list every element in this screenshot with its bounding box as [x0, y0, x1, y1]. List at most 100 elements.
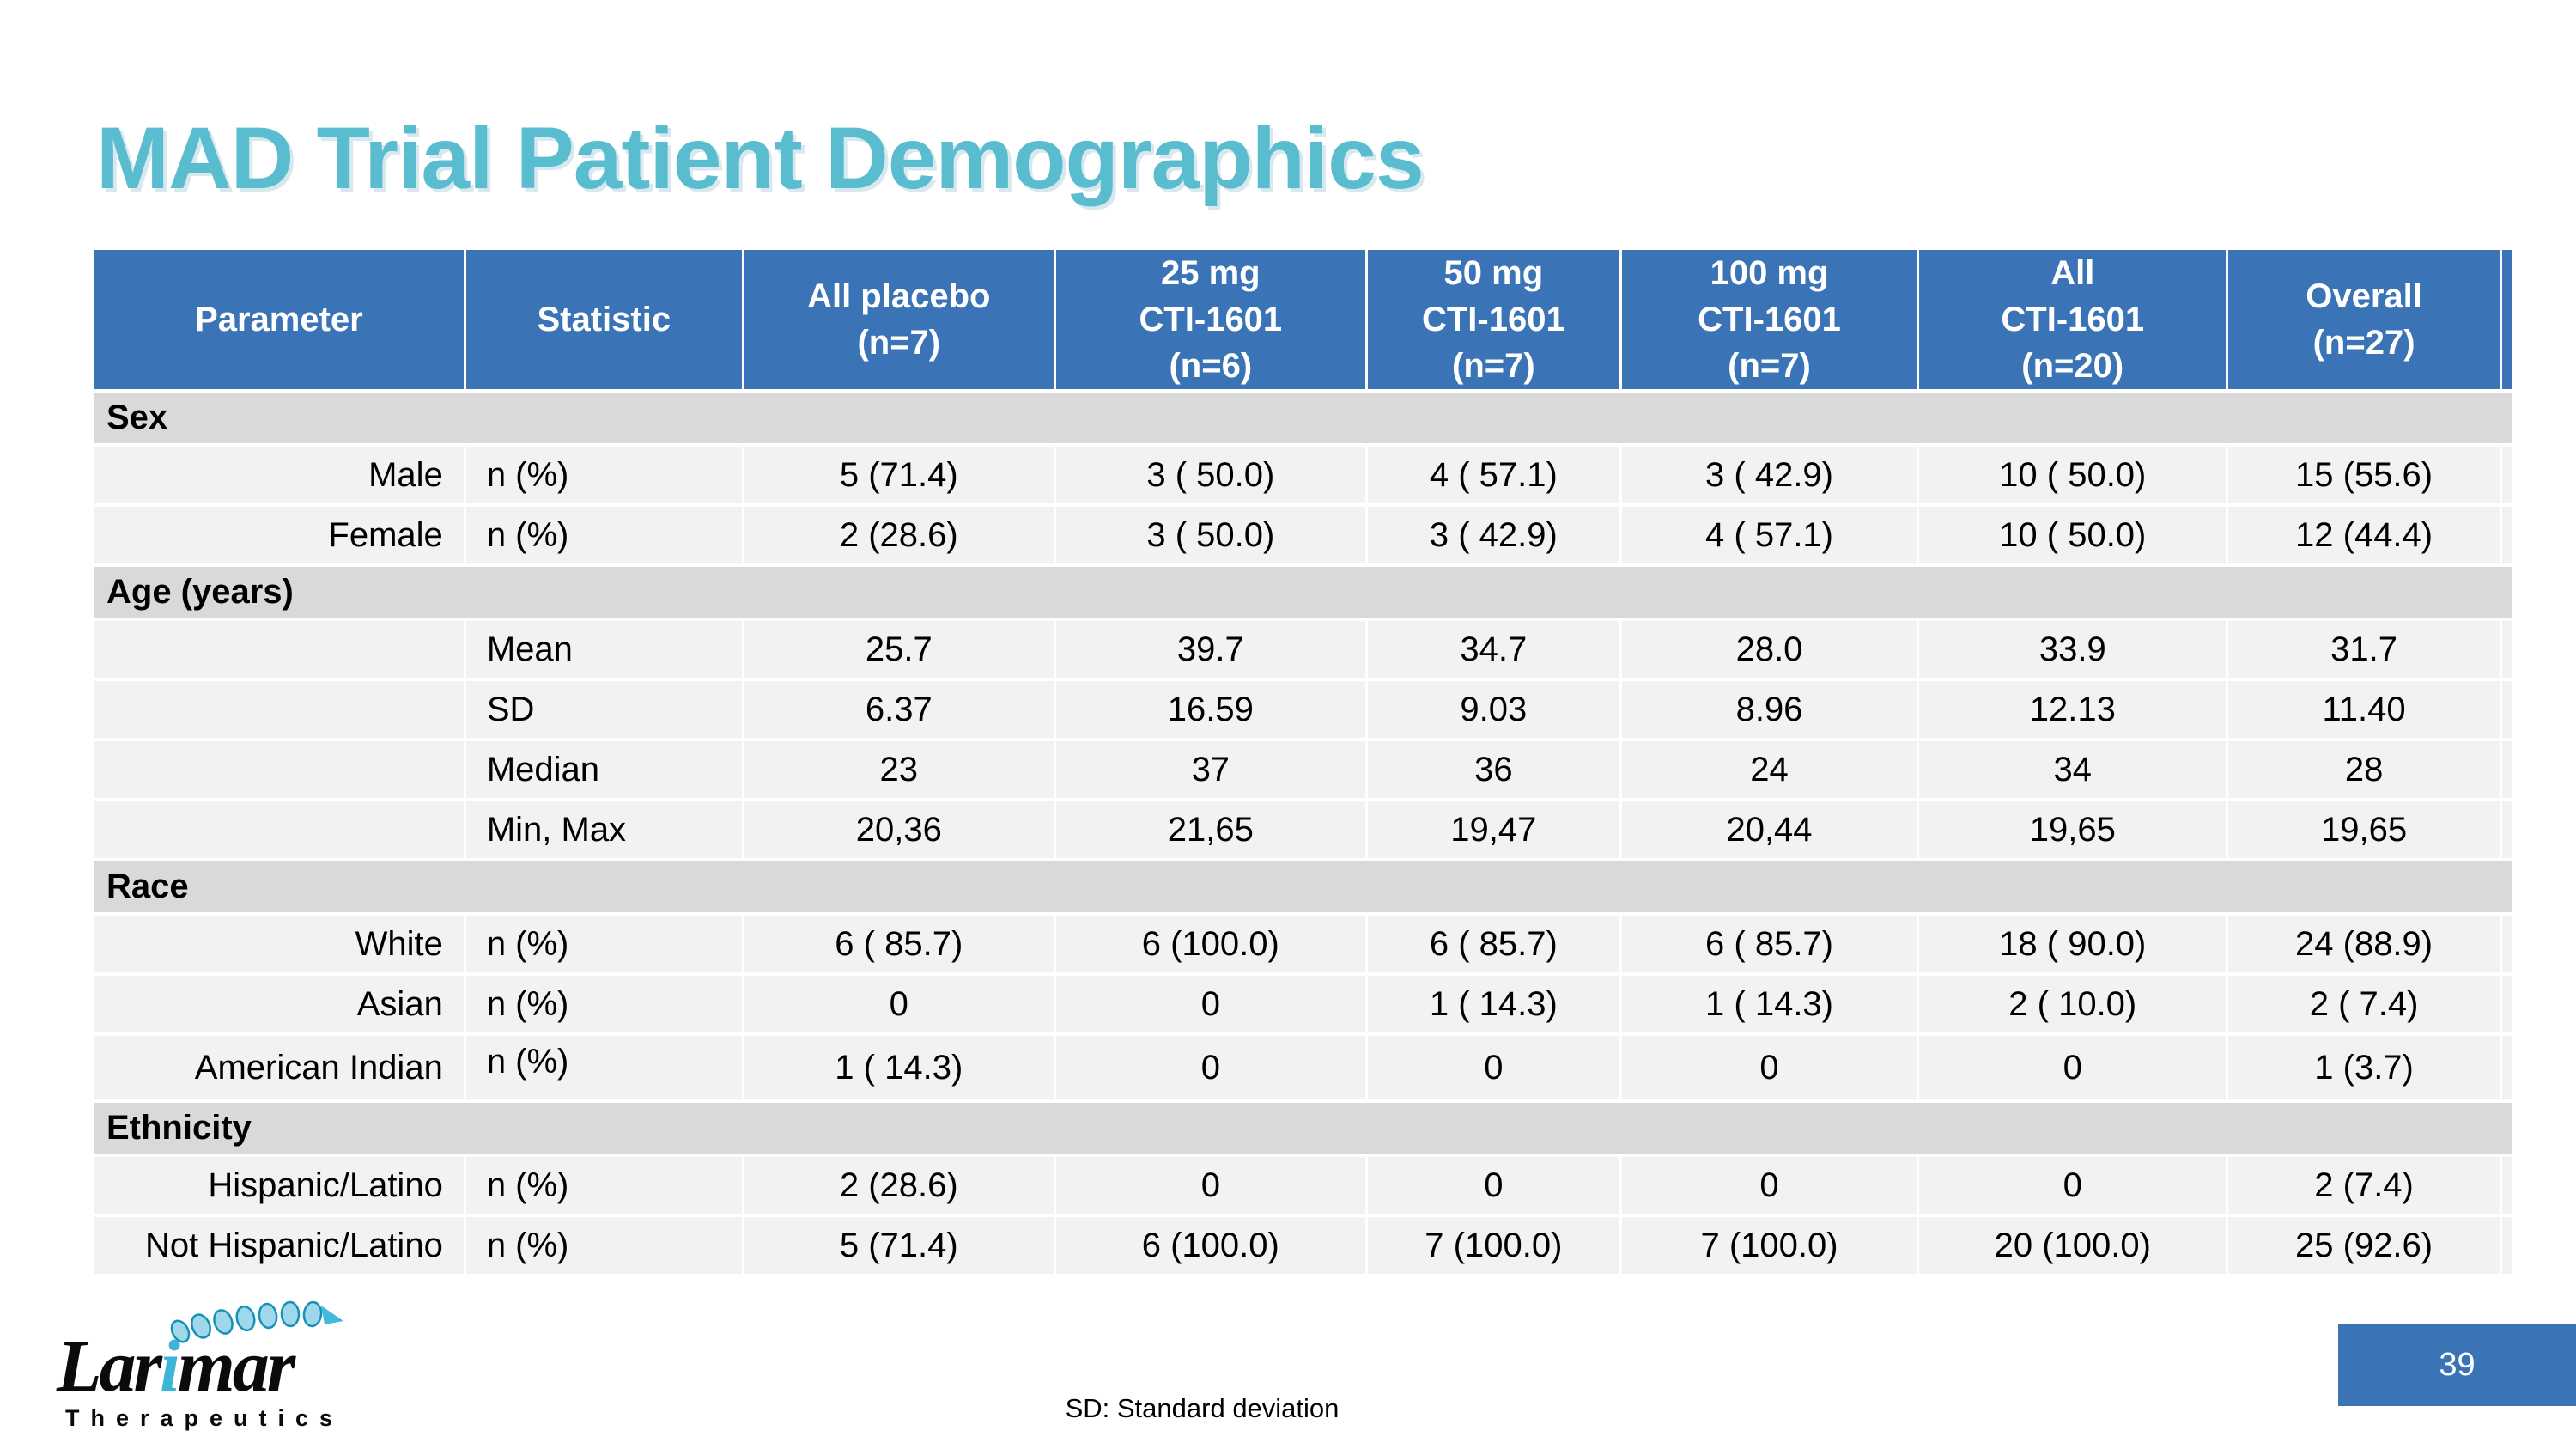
page-number: 39	[2439, 1346, 2476, 1383]
parameter-cell: Asian	[94, 976, 464, 1032]
value-cell: 10 ( 50.0)	[1919, 507, 2227, 563]
value-cell: 0	[1621, 1036, 1917, 1099]
column-header: All placebo (n=7)	[744, 250, 1054, 389]
value-cell: 18 ( 90.0)	[1919, 916, 2227, 972]
value-cell: 3 ( 42.9)	[1367, 507, 1619, 563]
section-row: Race	[94, 861, 2512, 912]
value-cell: 19,65	[2228, 801, 2500, 858]
value-cell: 2 ( 10.0)	[1919, 976, 2227, 1032]
parameter-cell: Hispanic/Latino	[94, 1157, 464, 1214]
section-label: Ethnicity	[94, 1103, 2512, 1154]
page-title: MAD Trial Patient Demographics	[96, 109, 1425, 207]
parameter-cell: Male	[94, 447, 464, 503]
table-row: Hispanic/Latino n (%) 2 (28.6) 0 0 0 0 2 (7.4)	[94, 1157, 2512, 1214]
value-cell: 7 (100.0)	[1621, 1217, 1917, 1274]
value-cell: 24	[1621, 741, 1917, 798]
value-cell: 5 (71.4)	[744, 1217, 1054, 1274]
value-cell: 1 ( 14.3)	[1621, 976, 1917, 1032]
table-row: Asian n (%) 0 0 1 ( 14.3) 1 ( 14.3) 2 ( 10.0) 2…	[94, 976, 2512, 1032]
value-cell: 0	[1621, 1157, 1917, 1214]
table-row: Not Hispanic/Latino n (%) 5 (71.4) 6 (100.0…	[94, 1217, 2512, 1274]
table-row: Mean 25.7 39.7 34.7 28.0 33.9 31.7	[94, 621, 2512, 678]
value-cell: 2 ( 7.4)	[2228, 976, 2500, 1032]
table-body: Sex Male n (%) 5 (71.4) 3 ( 50.0) 4 ( 57.1) 3 …	[94, 393, 2512, 1274]
table-head: Parameter Statistic All placebo (n=7) 25 mg…	[94, 250, 2512, 389]
value-cell: 34.7	[1367, 621, 1619, 678]
column-header: Statistic	[465, 250, 742, 389]
section-row: Sex	[94, 393, 2512, 443]
value-cell: 0	[1055, 1036, 1365, 1099]
table-row: Median 23 37 36 24 34 28	[94, 741, 2512, 798]
filler-cell	[2501, 447, 2512, 503]
value-cell: 0	[1367, 1157, 1619, 1214]
value-cell: 31.7	[2228, 621, 2500, 678]
value-cell: 2 (7.4)	[2228, 1157, 2500, 1214]
table-row: Min, Max 20,36 21,65 19,47 20,44 19,65 19,65	[94, 801, 2512, 858]
value-cell: 8.96	[1621, 681, 1917, 738]
value-cell: 6 ( 85.7)	[1367, 916, 1619, 972]
filler-header-cell	[2501, 250, 2512, 389]
value-cell: 0	[1919, 1157, 2227, 1214]
parameter-cell: Female	[94, 507, 464, 563]
table-row: American Indian n (%) 1 ( 14.3) 0 0 0 0 1 (3.7)	[94, 1036, 2512, 1099]
value-cell: 6 (100.0)	[1055, 916, 1365, 972]
value-cell: 36	[1367, 741, 1619, 798]
value-cell: 4 ( 57.1)	[1621, 507, 1917, 563]
value-cell: 19,65	[1919, 801, 2227, 858]
parameter-cell	[94, 681, 464, 738]
column-header: 25 mg CTI-1601 (n=6)	[1055, 250, 1365, 389]
value-cell: 33.9	[1919, 621, 2227, 678]
value-cell: 24 (88.9)	[2228, 916, 2500, 972]
table-row: Male n (%) 5 (71.4) 3 ( 50.0) 4 ( 57.1) 3 ( 4…	[94, 447, 2512, 503]
demographics-table: Parameter Statistic All placebo (n=7) 25 mg…	[92, 247, 2514, 1277]
column-header: 100 mg CTI-1601 (n=7)	[1621, 250, 1917, 389]
column-header: Overall (n=27)	[2228, 250, 2500, 389]
value-cell: 15 (55.6)	[2228, 447, 2500, 503]
logo-letter-i: i	[160, 1324, 180, 1407]
value-cell: 11.40	[2228, 681, 2500, 738]
statistic-cell: Min, Max	[465, 801, 742, 858]
parameter-cell	[94, 801, 464, 858]
value-cell: 3 ( 42.9)	[1621, 447, 1917, 503]
filler-cell	[2501, 1036, 2512, 1099]
section-label: Age (years)	[94, 567, 2512, 618]
value-cell: 0	[1055, 976, 1365, 1032]
statistic-cell: n (%)	[465, 447, 742, 503]
parameter-cell: White	[94, 916, 464, 972]
value-cell: 1 (3.7)	[2228, 1036, 2500, 1099]
filler-cell	[2501, 741, 2512, 798]
value-cell: 28.0	[1621, 621, 1917, 678]
filler-cell	[2501, 916, 2512, 972]
value-cell: 28	[2228, 741, 2500, 798]
value-cell: 1 ( 14.3)	[1367, 976, 1619, 1032]
filler-cell	[2501, 1157, 2512, 1214]
value-cell: 2 (28.6)	[744, 507, 1054, 563]
statistic-cell: SD	[465, 681, 742, 738]
larimar-logo: Larimar Therapeutics	[57, 1299, 366, 1432]
footnote: SD: Standard deviation	[1065, 1393, 1340, 1423]
value-cell: 34	[1919, 741, 2227, 798]
statistic-cell: n (%)	[465, 1157, 742, 1214]
section-label: Race	[94, 861, 2512, 912]
value-cell: 0	[1055, 1157, 1365, 1214]
statistic-cell: n (%)	[465, 976, 742, 1032]
value-cell: 21,65	[1055, 801, 1365, 858]
statistic-cell: Mean	[465, 621, 742, 678]
value-cell: 25.7	[744, 621, 1054, 678]
column-header: All CTI-1601 (n=20)	[1919, 250, 2227, 389]
statistic-cell: n (%)	[465, 507, 742, 563]
value-cell: 37	[1055, 741, 1365, 798]
filler-cell	[2501, 621, 2512, 678]
value-cell: 3 ( 50.0)	[1055, 447, 1365, 503]
value-cell: 6 (100.0)	[1055, 1217, 1365, 1274]
statistic-cell: n (%)	[465, 1217, 742, 1274]
value-cell: 2 (28.6)	[744, 1157, 1054, 1214]
value-cell: 9.03	[1367, 681, 1619, 738]
parameter-cell	[94, 621, 464, 678]
value-cell: 10 ( 50.0)	[1919, 447, 2227, 503]
value-cell: 6 ( 85.7)	[1621, 916, 1917, 972]
value-cell: 1 ( 14.3)	[744, 1036, 1054, 1099]
value-cell: 12.13	[1919, 681, 2227, 738]
section-row: Ethnicity	[94, 1103, 2512, 1154]
value-cell: 0	[1919, 1036, 2227, 1099]
